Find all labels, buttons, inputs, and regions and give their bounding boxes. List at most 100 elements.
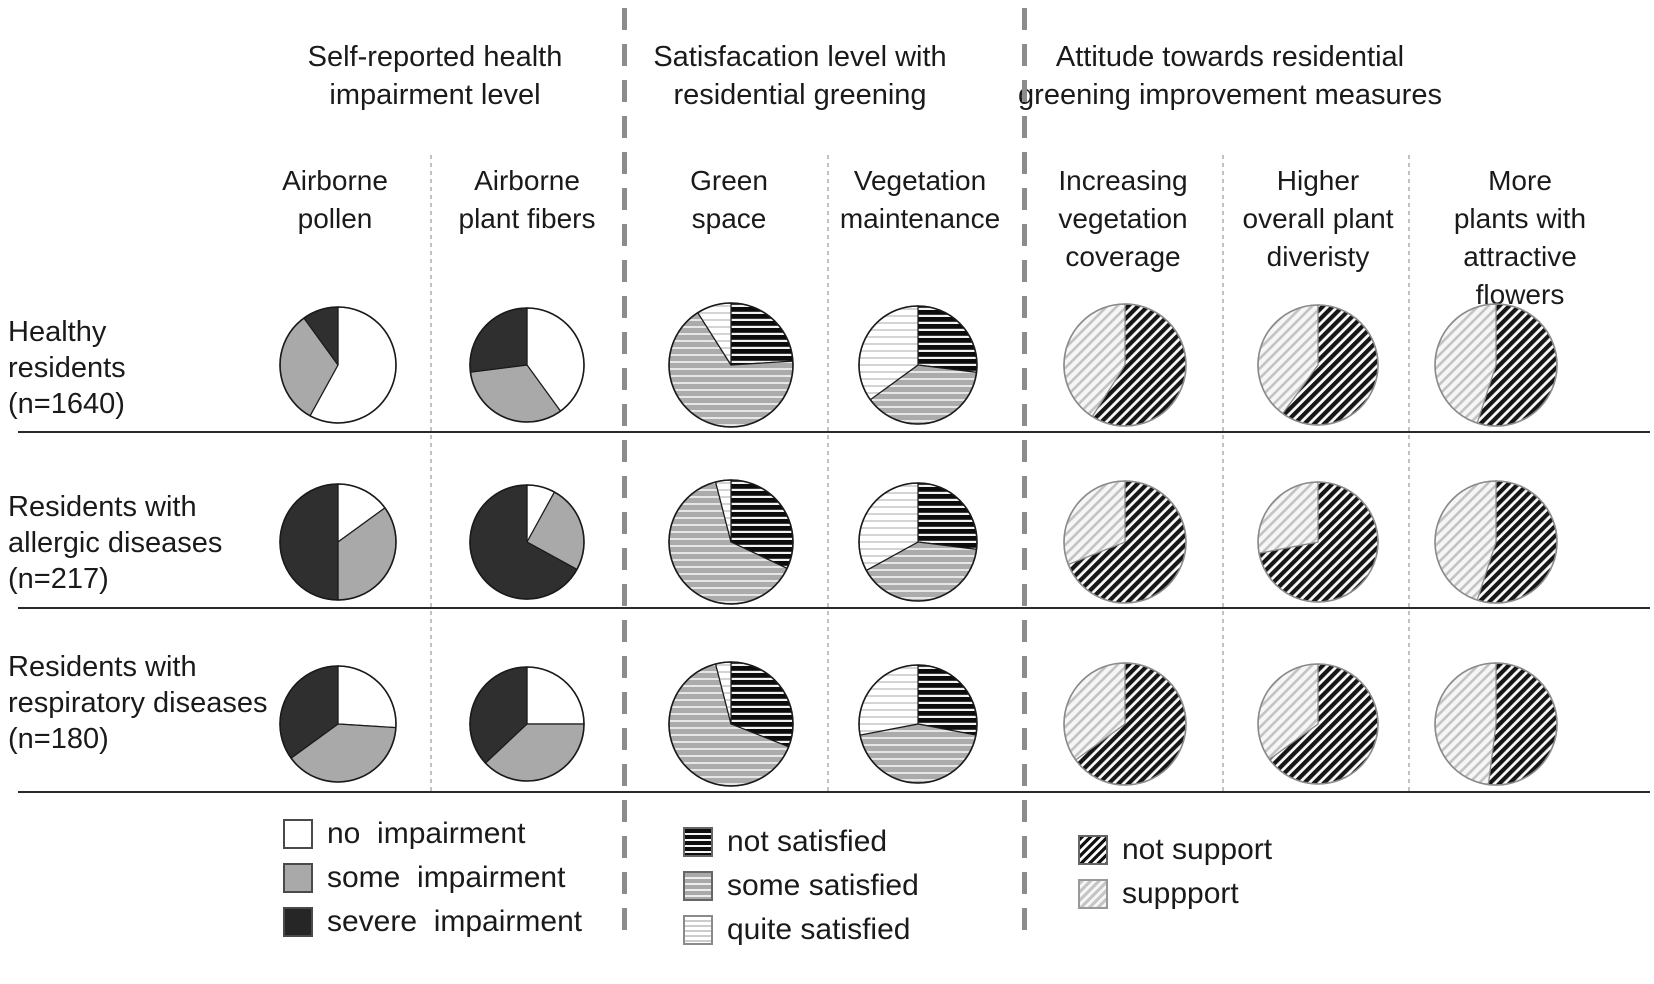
pie-outline — [1257, 663, 1379, 785]
group-separator-dashed-1 — [622, 8, 627, 936]
legend-item-support: suppport — [1078, 872, 1272, 916]
pie-outline — [279, 665, 397, 783]
pie-slice — [279, 483, 339, 601]
pie-row1-col2 — [469, 307, 585, 423]
group-header-attitude: Attitude towards residential greening im… — [1018, 41, 1442, 111]
col-header-higher-plant-diversity: Higher overall plant diveristy — [1242, 165, 1394, 272]
pie-slice — [730, 302, 794, 366]
legend-item-some-impairment: some impairment — [283, 856, 582, 900]
column-separator-dotted-3 — [1222, 155, 1224, 792]
col-header-airborne-pollen: Airborne pollen — [282, 165, 388, 234]
pie-row3-col3 — [668, 661, 794, 787]
pie-outline — [858, 305, 978, 425]
pie-outline — [668, 479, 794, 605]
pie-outline — [858, 482, 978, 602]
pie-outline — [1063, 662, 1187, 786]
legend-item-not-support: not support — [1078, 828, 1272, 872]
pie-slice — [1487, 662, 1558, 786]
pie-outline — [668, 661, 794, 787]
pie-row1-col3 — [668, 302, 794, 428]
pie-outline — [469, 307, 585, 423]
legend-label: not support — [1122, 833, 1273, 866]
pie-outline — [1063, 303, 1187, 427]
pie-row3-col2 — [469, 666, 585, 782]
pie-outline — [1434, 480, 1558, 604]
pie-slice — [859, 723, 977, 784]
pie-row2-col6 — [1257, 481, 1379, 603]
pie-slice — [917, 482, 978, 550]
pie-row3-col6 — [1257, 663, 1379, 785]
pie-outline — [279, 483, 397, 601]
pie-row2-col3 — [668, 479, 794, 605]
pie-slice — [1257, 481, 1319, 554]
black-square-swatch-icon — [283, 907, 313, 937]
pie-row1-col7 — [1434, 303, 1558, 427]
pie-row2-col7 — [1434, 480, 1558, 604]
pie-outline — [469, 666, 585, 782]
pie-row2-col1 — [279, 483, 397, 601]
legend-label: severe impairment — [327, 905, 583, 938]
pie-outline — [1257, 481, 1379, 603]
pie-outline — [279, 306, 397, 424]
legend-label: quite satisfied — [727, 913, 911, 946]
pie-outline — [469, 484, 585, 600]
pie-outline — [858, 664, 978, 784]
legend-satisfaction: not satisfied some satisfied quite satis… — [683, 820, 919, 952]
col-header-green-space: Green space — [690, 165, 768, 234]
pie-row2-col5 — [1063, 480, 1187, 604]
gray-stripes-swatch-icon — [683, 871, 713, 901]
pie-row3-col5 — [1063, 662, 1187, 786]
pie-row3-col7 — [1434, 662, 1558, 786]
legend-item-no-impairment: no impairment — [283, 812, 582, 856]
row-label-respiratory-diseases: Residents with respiratory diseases (n=1… — [8, 651, 268, 755]
col-header-airborne-plant-fibers: Airborne plant fibers — [458, 165, 596, 234]
row-label-allergic-diseases: Residents with allergic diseases (n=217) — [8, 491, 223, 595]
legend-impairment: no impairment some impairment severe imp… — [283, 812, 582, 944]
legend-item-not-satisfied: not satisfied — [683, 820, 919, 864]
pie-outline — [668, 302, 794, 428]
pie-slice — [858, 664, 919, 736]
row-divider-1 — [18, 431, 1650, 433]
row-divider-3 — [18, 791, 1650, 793]
legend-label: some impairment — [327, 861, 566, 894]
pie-row3-col1 — [279, 665, 397, 783]
pie-row1-col4 — [858, 305, 978, 425]
legend-label: some satisfied — [727, 869, 919, 902]
white-square-swatch-icon — [283, 819, 313, 849]
black-stripes-swatch-icon — [683, 827, 713, 857]
column-separator-dotted-4 — [1408, 155, 1410, 792]
row-divider-2 — [18, 607, 1650, 609]
pie-slice — [1434, 662, 1497, 786]
light-stripes-swatch-icon — [683, 915, 713, 945]
pie-slice — [917, 664, 978, 736]
pie-row1-col1 — [279, 306, 397, 424]
legend-item-severe-impairment: severe impairment — [283, 900, 582, 944]
group-separator-dashed-2 — [1022, 8, 1027, 936]
column-separator-dotted-2 — [827, 155, 829, 792]
legend-item-quite-satisfied: quite satisfied — [683, 908, 919, 952]
pie-row1-col5 — [1063, 303, 1187, 427]
group-header-satisfaction: Satisfacation level with residential gre… — [653, 41, 947, 111]
pie-row2-col4 — [858, 482, 978, 602]
pie-outline — [1257, 304, 1379, 426]
legend-label: no impairment — [327, 817, 526, 850]
pie-outline — [1434, 662, 1558, 786]
col-header-increasing-vegetation-coverage: Increasing vegetation coverage — [1058, 165, 1188, 272]
pie-outline — [1434, 303, 1558, 427]
pie-slice — [469, 307, 528, 373]
pie-slice — [337, 665, 397, 729]
group-header-impairment: Self-reported health impairment level — [307, 41, 563, 111]
legend-item-some-satisfied: some satisfied — [683, 864, 919, 908]
dark-hatch-swatch-icon — [1078, 835, 1108, 865]
legend-attitude: not support suppport — [1078, 828, 1272, 916]
gray-square-swatch-icon — [283, 863, 313, 893]
pie-row1-col6 — [1257, 304, 1379, 426]
light-hatch-swatch-icon — [1078, 879, 1108, 909]
col-header-vegetation-maintenance: Vegetation maintenance — [839, 165, 1001, 234]
pie-outline — [1063, 480, 1187, 604]
pie-row2-col2 — [469, 484, 585, 600]
col-header-more-attractive-flowers: More plants with attractive flowers — [1453, 165, 1587, 310]
row-label-healthy-residents: Healthy residents (n=1640) — [8, 316, 126, 420]
legend-label: not satisfied — [727, 825, 888, 858]
